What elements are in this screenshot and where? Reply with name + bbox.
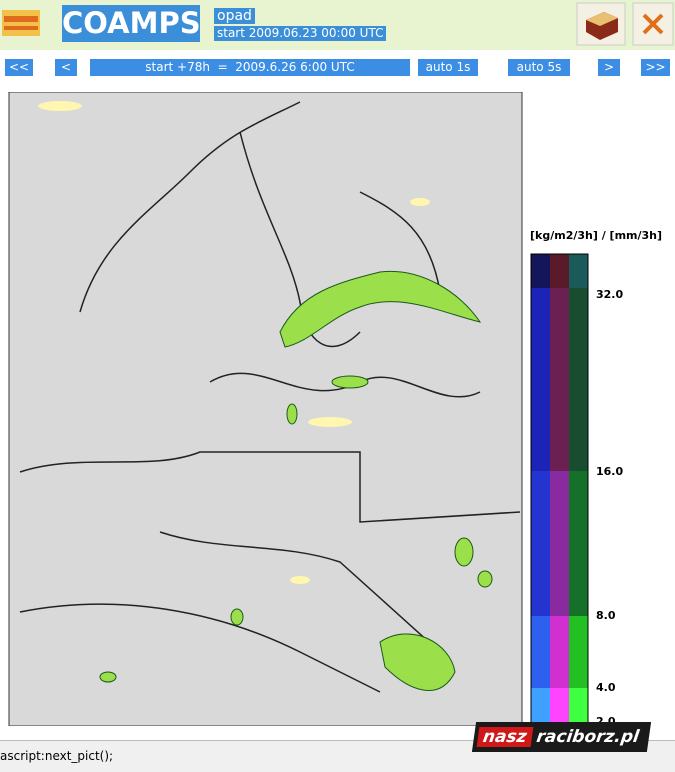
color-bar (530, 253, 589, 726)
app-title: COAMPS (62, 5, 201, 42)
parameter: opad (214, 8, 255, 24)
start-time: start 2009.06.23 00:00 UTC (214, 26, 387, 41)
legend-unit: [kg/m2/3h] / [mm/3h] (530, 229, 663, 242)
close-button[interactable] (632, 2, 674, 46)
nav-button[interactable]: < (55, 59, 77, 76)
nav-button[interactable]: auto 5s (508, 59, 570, 76)
status-text: ascript:next_pict(); (0, 749, 114, 763)
legend-tick: 32.0 (596, 288, 624, 301)
watermark-part: raciborz.pl (535, 727, 641, 747)
watermark: nasz raciborz.pl (471, 722, 652, 752)
nav-button[interactable]: << (5, 59, 33, 76)
print-button[interactable] (576, 2, 626, 46)
nav-button[interactable]: > (598, 59, 620, 76)
legend-tick: 16.0 (596, 465, 624, 478)
legend-tick: 8.0 (596, 609, 616, 622)
nav-button[interactable]: >> (641, 59, 670, 76)
nav-button[interactable]: auto 1s (418, 59, 478, 76)
logo-icon (2, 10, 40, 36)
map (8, 92, 523, 726)
watermark-part: nasz (476, 727, 533, 747)
time-status: start +78h = 2009.6.26 6:00 UTC (90, 59, 410, 76)
legend-tick: 4.0 (596, 681, 616, 694)
